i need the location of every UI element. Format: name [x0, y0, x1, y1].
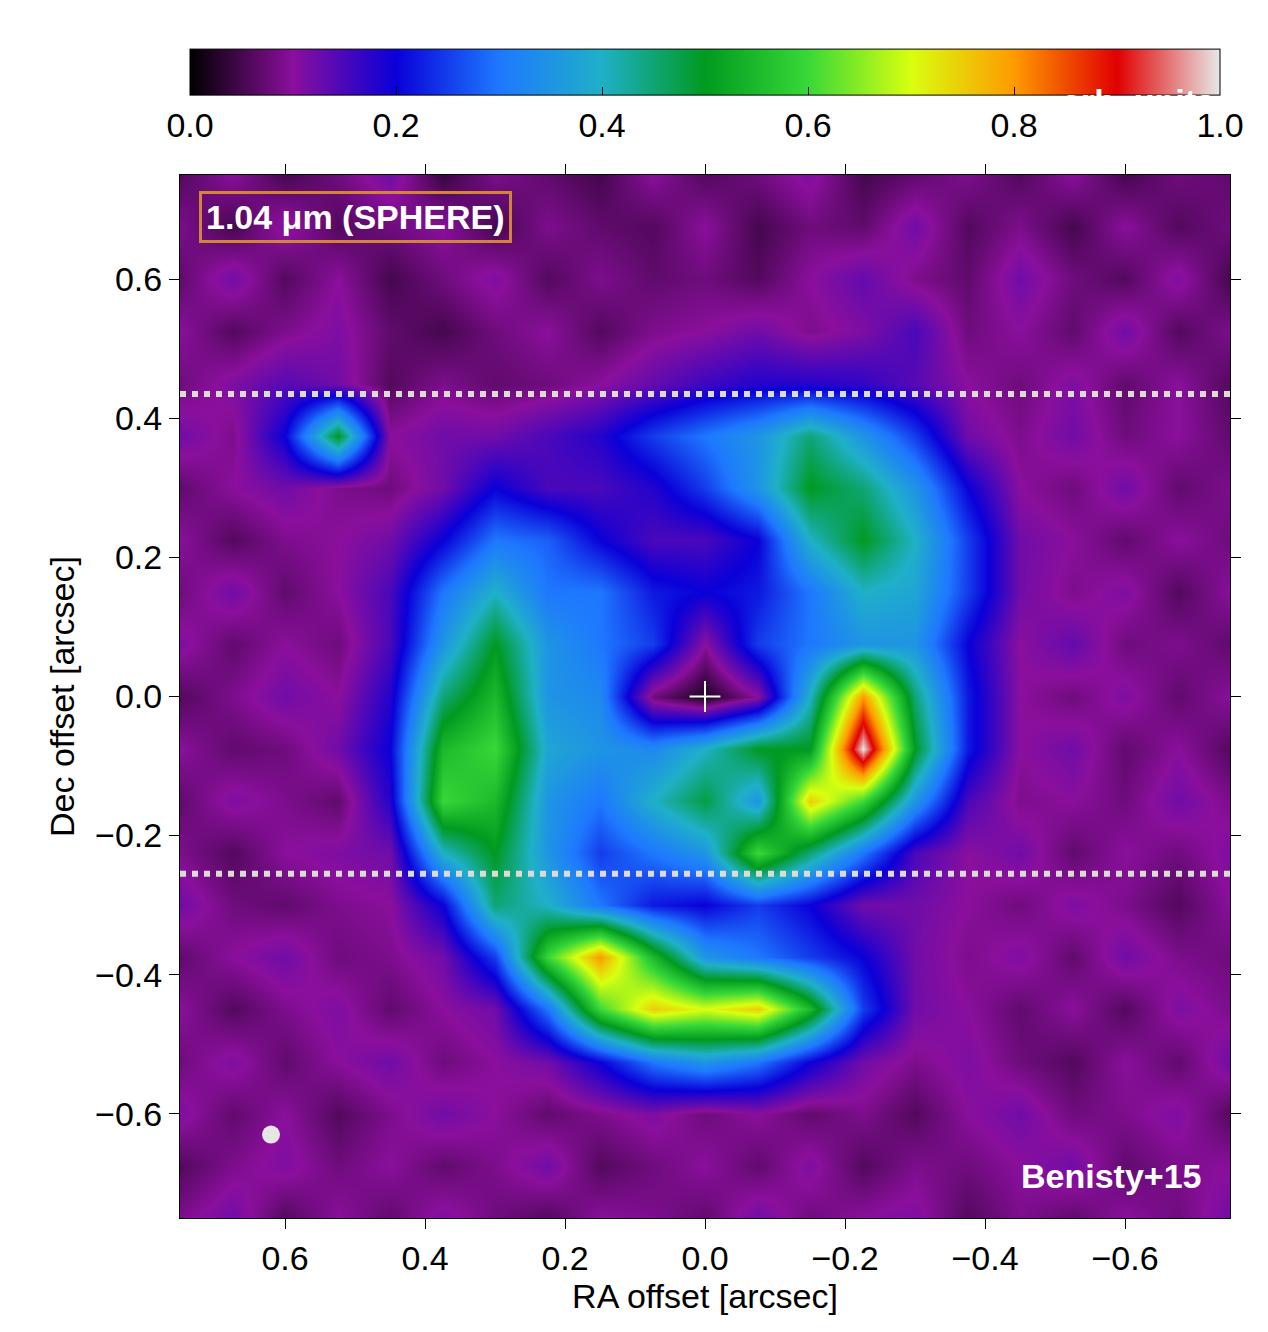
svg-text:0.4: 0.4: [401, 1239, 448, 1277]
svg-text:0.6: 0.6: [115, 260, 162, 298]
svg-text:−0.2: −0.2: [95, 816, 162, 854]
svg-text:0.6: 0.6: [784, 106, 831, 144]
svg-text:0.4: 0.4: [115, 399, 162, 437]
svg-text:Dec offset [arcsec]: Dec offset [arcsec]: [43, 556, 81, 837]
svg-text:0.0: 0.0: [166, 106, 213, 144]
svg-text:0.2: 0.2: [372, 106, 419, 144]
svg-text:RA offset [arcsec]: RA offset [arcsec]: [572, 1277, 838, 1315]
svg-text:0.0: 0.0: [115, 677, 162, 715]
svg-text:0.0: 0.0: [681, 1239, 728, 1277]
svg-text:−0.6: −0.6: [1091, 1239, 1158, 1277]
svg-text:0.8: 0.8: [990, 106, 1037, 144]
svg-text:1.04 μm (SPHERE): 1.04 μm (SPHERE): [206, 198, 505, 236]
svg-text:Benisty+15: Benisty+15: [1021, 1157, 1202, 1195]
svg-text:arb. units: arb. units: [1062, 82, 1215, 120]
svg-text:−0.2: −0.2: [811, 1239, 878, 1277]
svg-text:−0.4: −0.4: [95, 956, 162, 994]
svg-text:0.2: 0.2: [115, 538, 162, 576]
svg-text:−0.6: −0.6: [95, 1095, 162, 1133]
svg-text:1.0: 1.0: [1196, 106, 1243, 144]
svg-text:0.6: 0.6: [261, 1239, 308, 1277]
svg-text:−0.4: −0.4: [951, 1239, 1018, 1277]
svg-text:0.4: 0.4: [578, 106, 625, 144]
svg-text:0.2: 0.2: [541, 1239, 588, 1277]
